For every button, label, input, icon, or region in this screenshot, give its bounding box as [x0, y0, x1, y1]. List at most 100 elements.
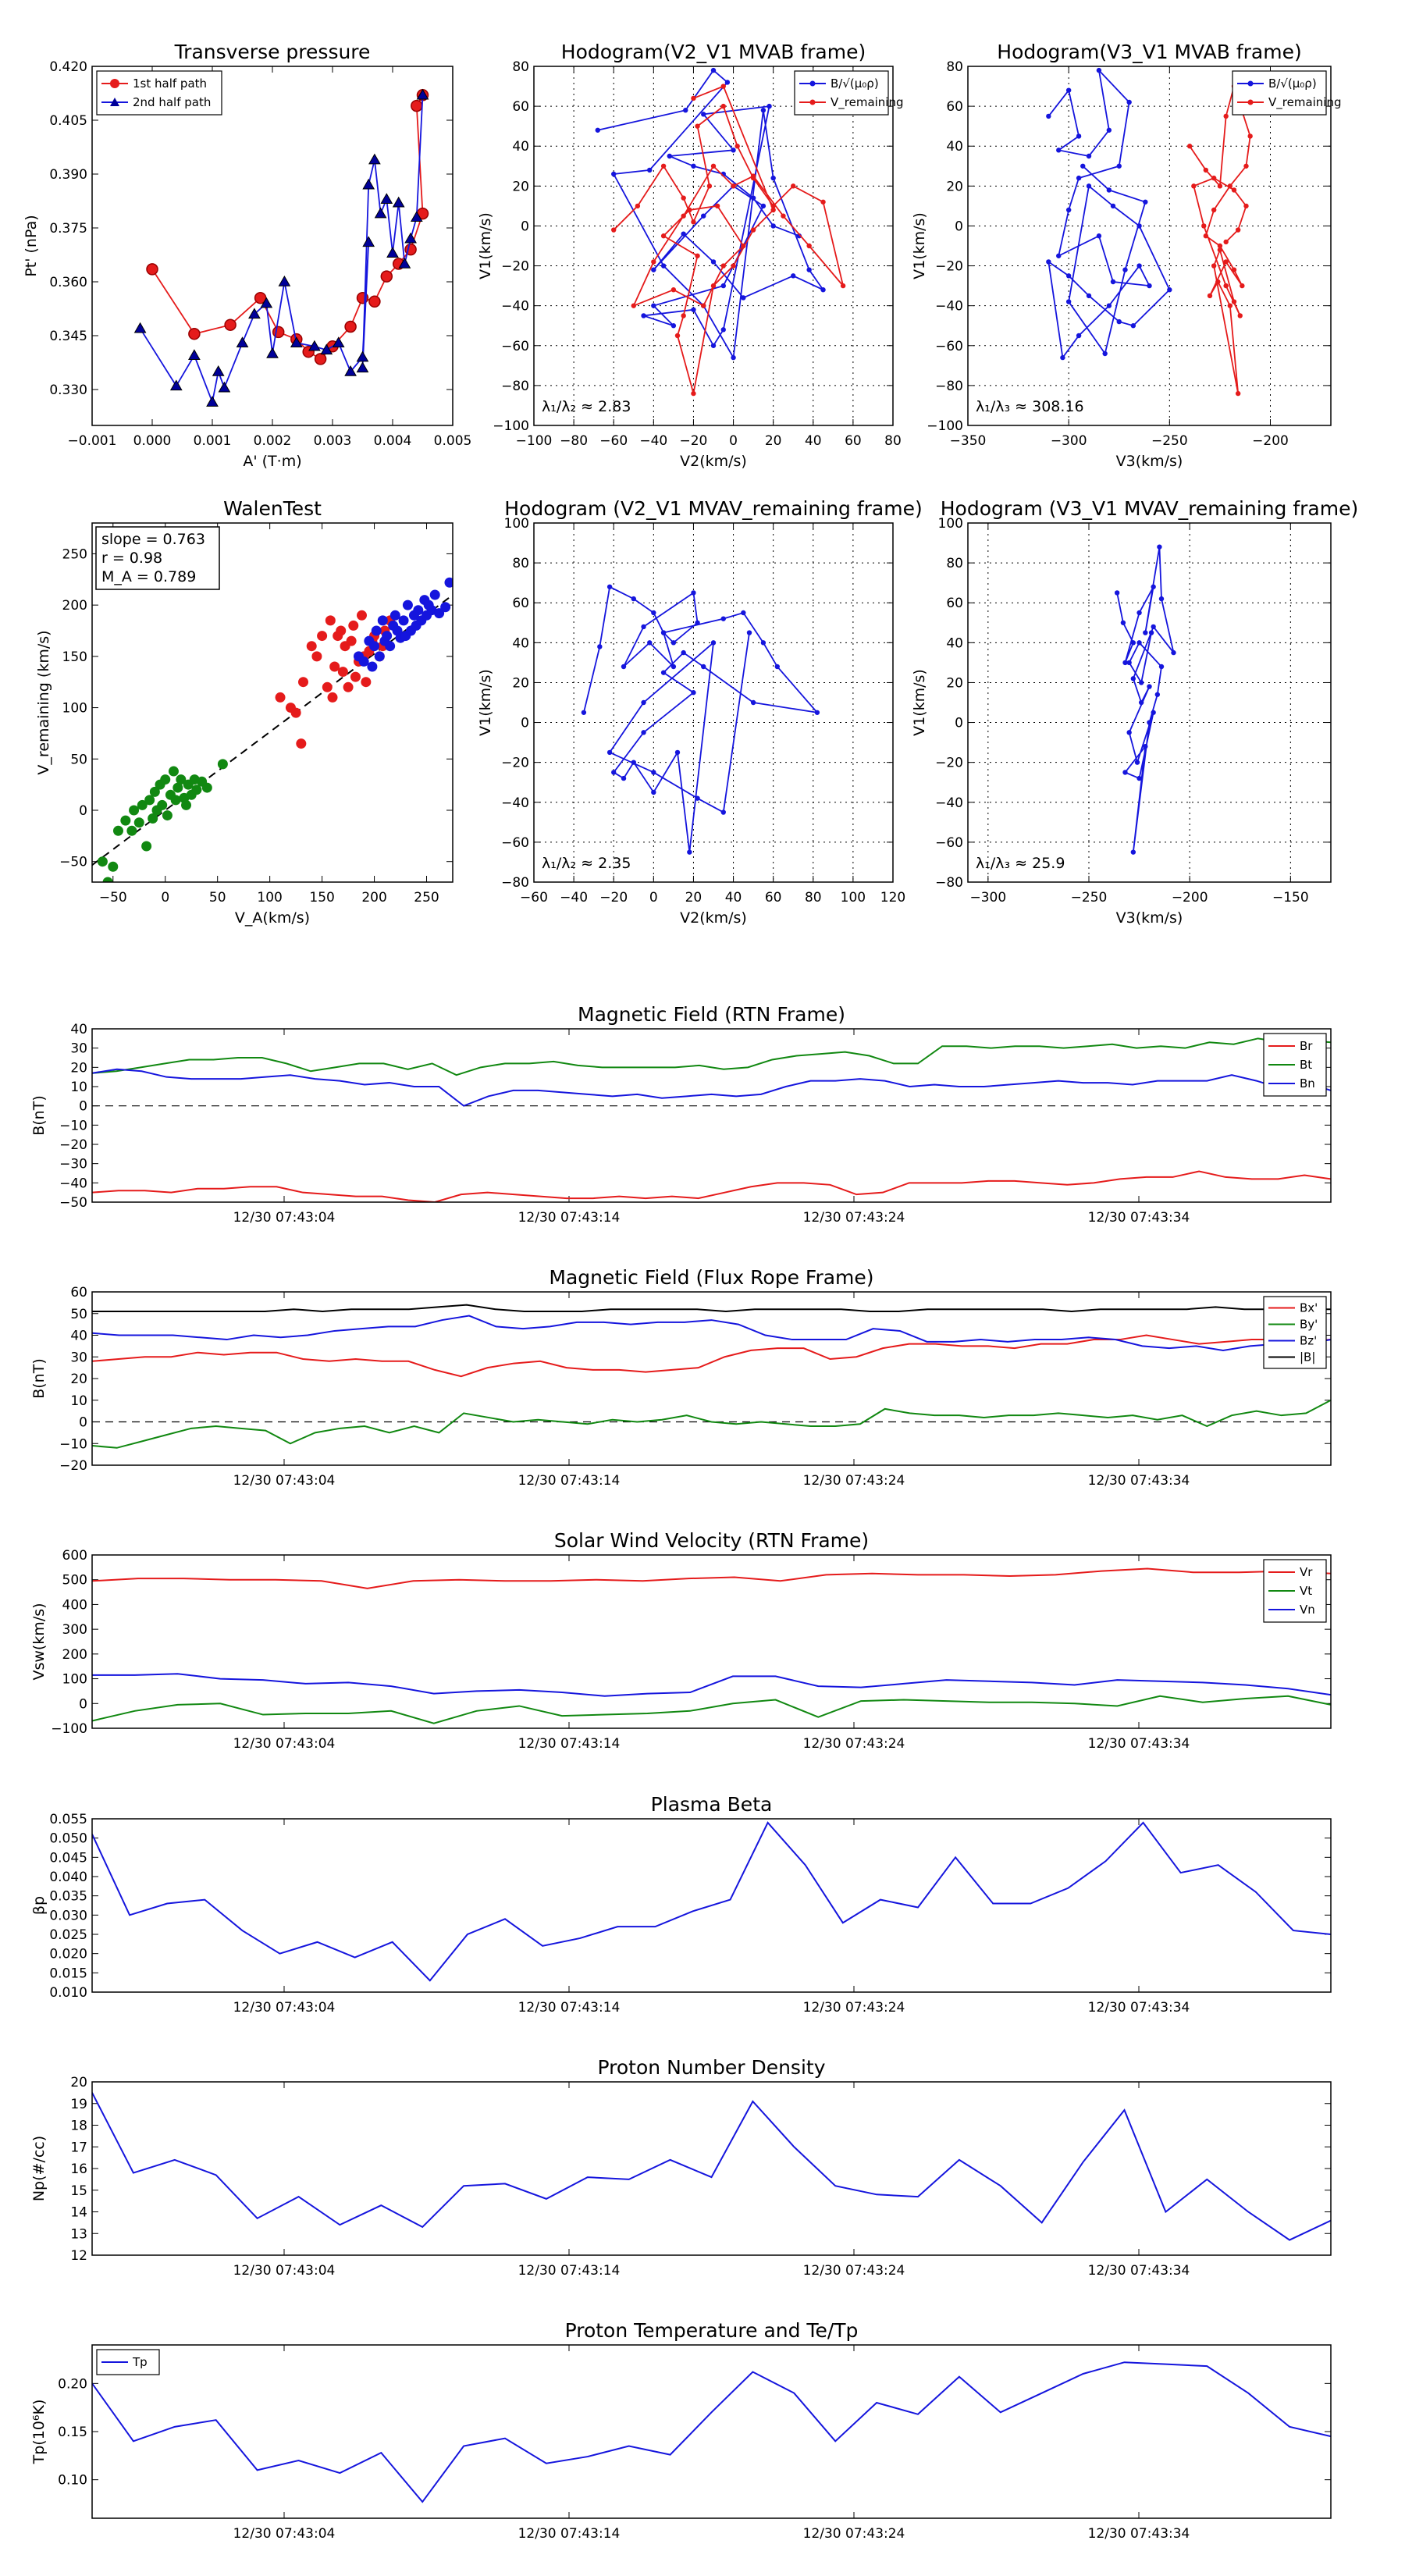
series-line	[139, 94, 424, 405]
series-B/√(μ₀ρ)	[1114, 544, 1176, 855]
data-point	[1203, 167, 1209, 173]
x-tick-label: −40	[560, 890, 588, 906]
data-point	[791, 273, 796, 279]
legend-marker	[110, 98, 119, 106]
chart-title: Hodogram(V3_V1 MVAB frame)	[997, 41, 1301, 63]
y-tick-label: 80	[946, 59, 963, 75]
legend: 1st half path 2nd half path	[96, 70, 222, 116]
y-tick-label: 40	[946, 139, 963, 155]
legend-box	[96, 70, 222, 116]
y-tick-label: 0.420	[49, 59, 87, 75]
data-point	[133, 322, 147, 333]
y-axis-label: V1(km/s)	[477, 212, 494, 279]
x-tick-label: −60	[520, 890, 548, 906]
proton-number-density-chart: 12 13 14 15 16 17 18 19 20 12/30 07:43:04 12/30 07…	[30, 2056, 1332, 2279]
data-point	[356, 361, 369, 373]
y-tick-label: −30	[59, 1157, 87, 1172]
data-point	[1154, 692, 1161, 697]
x-tick-label: −0.001	[68, 433, 117, 449]
data-point	[681, 213, 686, 219]
y-tick-label: 0.10	[58, 2473, 87, 2489]
legend-box	[1232, 70, 1327, 116]
data-point	[1147, 720, 1152, 725]
data-point	[647, 640, 653, 646]
x-tick-label: −60	[599, 433, 628, 449]
data-point	[710, 259, 717, 265]
data-point	[1243, 203, 1249, 209]
data-point	[720, 327, 726, 333]
data-point	[296, 738, 307, 749]
data-point	[218, 381, 231, 393]
x-tick-label: −20	[679, 433, 707, 449]
data-point	[380, 193, 393, 204]
data-point	[681, 313, 686, 318]
y-tick-label: 30	[70, 1041, 87, 1057]
legend-label: Bt	[1300, 1058, 1312, 1072]
data-point	[1157, 544, 1162, 550]
y-tick-label: 0.010	[49, 1985, 87, 2001]
legend-label: |B|	[1300, 1350, 1315, 1364]
data-point	[224, 318, 237, 331]
y-tick-label: 0.390	[49, 167, 87, 183]
data-point	[720, 103, 726, 109]
legend: Tp	[96, 2349, 160, 2375]
data-point	[344, 320, 357, 333]
series-line	[92, 1821, 1331, 1982]
data-point	[695, 620, 700, 625]
x-tick-label: 12/30 07:43:34	[1088, 2263, 1190, 2279]
legend-label: Vr	[1300, 1565, 1313, 1579]
data-point	[112, 825, 123, 836]
data-point	[1217, 183, 1223, 189]
data-point	[290, 336, 303, 347]
legend-label: Bn	[1300, 1076, 1315, 1091]
y-axis-label: V1(km/s)	[911, 669, 928, 736]
data-point	[631, 760, 636, 765]
y-tick-label: −50	[59, 855, 87, 870]
data-point	[337, 667, 348, 678]
y-tick-label: 20	[946, 179, 963, 194]
series-line	[92, 1037, 1331, 1076]
data-point	[410, 211, 423, 222]
y-axis-label: V1(km/s)	[477, 669, 494, 736]
chart-title: Proton Temperature and Te/Tp	[565, 2319, 859, 2342]
transverse-pressure-chart: 0.330 0.345 0.360 0.375 0.390 0.405 0.420 −0.00…	[23, 41, 471, 470]
data-point	[1207, 293, 1213, 299]
data-point	[377, 615, 388, 626]
x-tick-label: 40	[805, 433, 822, 449]
y-axis-label: Pt' (nPa)	[23, 215, 40, 276]
data-point	[691, 590, 696, 596]
data-point	[660, 233, 667, 239]
x-tick-label: 0	[649, 890, 658, 906]
data-point	[1102, 350, 1108, 357]
data-point	[176, 774, 187, 785]
x-tick-label: −300	[1051, 433, 1087, 449]
data-point	[206, 396, 219, 407]
data-point	[1065, 273, 1072, 279]
chart-title: Hodogram (V3_V1 MVAV_remaining frame)	[941, 497, 1359, 520]
y-tick-label: 16	[70, 2161, 87, 2177]
y-tick-label: 100	[938, 516, 963, 532]
solar-wind-velocity-chart: −100 0 100 200 300 400 500 600 12/30 07:43:04 12/…	[30, 1529, 1332, 1752]
data-point	[760, 640, 767, 646]
data-point	[1211, 263, 1217, 269]
data-point	[706, 183, 713, 189]
chart-title: Magnetic Field (RTN Frame)	[578, 1003, 845, 1026]
data-point	[1130, 323, 1136, 329]
data-point	[1126, 660, 1132, 666]
data-point	[710, 343, 717, 348]
data-point	[1065, 299, 1072, 304]
x-tick-label: 120	[880, 890, 905, 906]
data-point	[108, 861, 119, 872]
y-tick-label: 100	[62, 701, 87, 717]
data-point	[1114, 590, 1120, 596]
y-tick-label: 0.030	[49, 1908, 87, 1923]
y-tick-label: 600	[62, 1548, 87, 1564]
y-tick-label: −80	[501, 379, 529, 394]
legend-label: Bz'	[1300, 1334, 1317, 1348]
data-point	[1056, 253, 1062, 258]
legend-box	[794, 70, 889, 116]
x-axis-label: A' (T·m)	[243, 453, 301, 470]
x-tick-label: −80	[560, 433, 588, 449]
chart-title: Hodogram(V2_V1 MVAB frame)	[561, 41, 866, 63]
data-point	[1223, 259, 1229, 265]
